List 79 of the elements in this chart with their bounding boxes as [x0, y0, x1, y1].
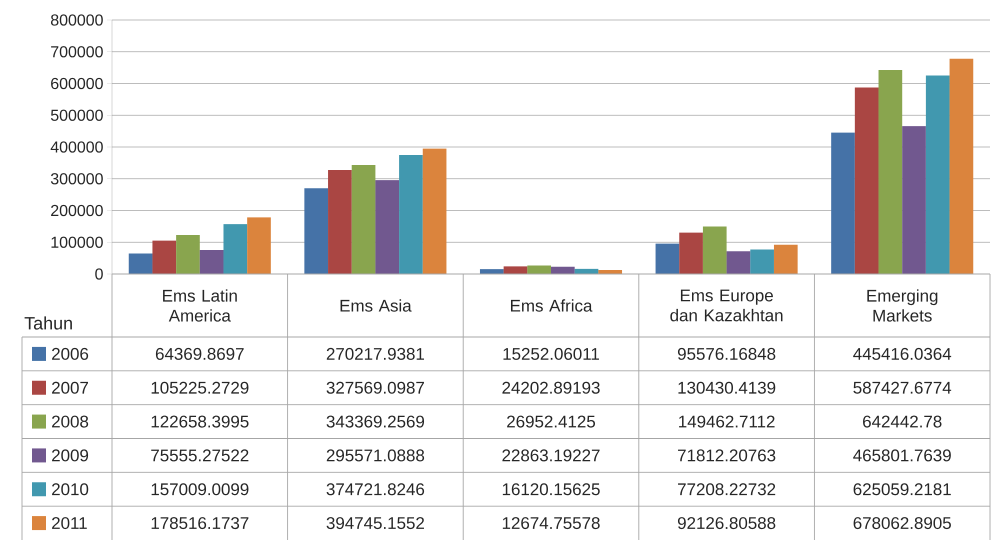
bar — [223, 224, 248, 274]
y-tick-label: 800000 — [50, 14, 103, 26]
data-label: 26952.4125 — [507, 416, 596, 428]
x-tick-label: Ems Asia — [340, 299, 412, 312]
data-label: 122658.3995 — [152, 416, 249, 428]
legend-title: Tahun — [24, 316, 72, 330]
bar — [854, 87, 879, 274]
x-tick-label: Ems Europe dan Kazakhtan — [670, 290, 782, 322]
bar — [774, 244, 798, 274]
bar — [399, 155, 423, 274]
data-label: 15252.06011 — [503, 348, 599, 360]
legend-label: 2011 — [52, 517, 87, 530]
bar — [726, 251, 750, 274]
bar — [352, 164, 376, 274]
bar — [504, 266, 528, 274]
bar — [656, 244, 680, 274]
y-tick-label: 400000 — [50, 141, 103, 153]
x-tick-label: Ems Latin America — [163, 289, 237, 322]
data-label: 343369.2569 — [326, 416, 424, 428]
bar — [902, 126, 926, 274]
data-label: 587427.6774 — [853, 382, 952, 394]
y-tick-label: 0 — [95, 268, 103, 280]
data-label: 64369.8697 — [156, 348, 244, 360]
bar — [878, 70, 902, 274]
y-tick-label: 100000 — [52, 236, 103, 248]
bar — [128, 254, 152, 274]
legend-label: 2006 — [52, 348, 88, 360]
data-label: 295571.0888 — [326, 449, 424, 462]
bar — [551, 266, 575, 274]
data-label: 71812.20763 — [678, 449, 776, 462]
bar — [176, 235, 200, 274]
data-label: 105225.2729 — [152, 382, 248, 394]
bar — [375, 180, 400, 274]
data-label: 75555.27522 — [151, 449, 248, 462]
bar — [831, 132, 855, 274]
bar — [527, 265, 552, 274]
data-label: 642442.78 — [863, 416, 942, 428]
data-label: 16120.15625 — [502, 483, 600, 496]
legend-label: 2008 — [52, 416, 88, 428]
bar — [422, 148, 446, 274]
bar — [200, 250, 224, 274]
x-tick-label: Ems Africa — [510, 299, 592, 312]
data-label: 678062.8905 — [854, 517, 951, 530]
data-label: 22863.19227 — [502, 449, 600, 462]
data-label: 270217.9381 — [326, 348, 424, 360]
bar — [950, 58, 974, 274]
bar — [480, 269, 504, 274]
bar — [702, 226, 727, 274]
legend-label: 2007 — [52, 382, 88, 394]
data-label: 77208.22732 — [678, 483, 776, 496]
data-label: 374721.8246 — [326, 483, 424, 496]
y-tick-label: 200000 — [51, 204, 103, 216]
legend-label: 2010 — [52, 483, 88, 496]
data-label: 12674.75578 — [502, 517, 600, 530]
y-tick-label: 600000 — [51, 78, 103, 90]
bar — [247, 217, 271, 274]
data-label: 445416.0364 — [853, 348, 952, 360]
bar — [152, 240, 176, 274]
data-label: 625059.2181 — [854, 483, 951, 496]
data-label: 92126.80588 — [678, 517, 776, 530]
data-label: 95576.16848 — [678, 348, 776, 360]
data-label: 178516.1737 — [152, 517, 248, 530]
data-label: 157009.0099 — [152, 483, 248, 496]
data-label: 327569.0987 — [326, 382, 424, 394]
bar — [328, 170, 352, 274]
x-tick-label: Emerging Markets — [867, 289, 938, 322]
data-label: 130430.4139 — [678, 382, 776, 394]
y-tick-label: 700000 — [51, 46, 103, 58]
data-label: 24202.89193 — [502, 382, 600, 394]
y-tick-label: 300000 — [50, 173, 103, 184]
data-label: 149462.7112 — [679, 416, 775, 428]
bar — [926, 76, 950, 274]
data-label: 394745.1552 — [326, 517, 424, 530]
bar — [679, 232, 703, 274]
data-label: 465801.7639 — [853, 449, 951, 462]
y-tick-label: 500000 — [50, 110, 103, 121]
bar — [750, 249, 774, 274]
bar — [304, 188, 328, 274]
legend-label: 2009 — [52, 449, 88, 462]
